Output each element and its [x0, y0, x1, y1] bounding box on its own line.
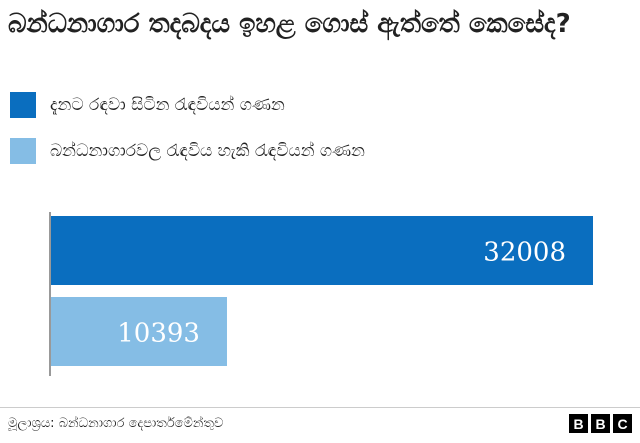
legend-swatch-light-blue — [10, 138, 36, 164]
legend-label-prison-capacity: බන්ධනාගාරවල රැඳවිය හැකි රැඳවියන් ගණන — [50, 141, 365, 161]
legend-item-current-prisoners: දැනට රඳවා සිටින රැඳවියන් ගණන — [10, 92, 365, 118]
bbc-logo-letter-3: C — [613, 414, 632, 433]
data-label-2: 10393 — [117, 319, 200, 349]
legend-swatch-dark-blue — [10, 92, 36, 118]
data-label-1: 32008 — [483, 238, 566, 268]
source-note: මූලාශ්‍රය: බන්ධනාගාර දෙපාර්තමේන්තුව — [8, 416, 224, 431]
bar-1 — [51, 216, 593, 285]
legend-item-prison-capacity: බන්ධනාගාරවල රැඳවිය හැකි රැඳවියන් ගණන — [10, 138, 365, 164]
legend: දැනට රඳවා සිටින රැඳවියන් ගණන බන්ධනාගාරවල… — [10, 92, 365, 184]
chart-title: බන්ධනාගාර තදබදය ඉහළ ගොස් ඇත්තේ කෙසේද? — [8, 9, 571, 39]
bar-2 — [51, 297, 227, 366]
bbc-logo-letter-1: B — [569, 414, 588, 433]
bbc-logo: B B C — [569, 414, 632, 433]
bbc-logo-letter-2: B — [591, 414, 610, 433]
footer-divider — [0, 407, 640, 408]
legend-label-current-prisoners: දැනට රඳවා සිටින රැඳවියන් ගණන — [50, 95, 285, 115]
